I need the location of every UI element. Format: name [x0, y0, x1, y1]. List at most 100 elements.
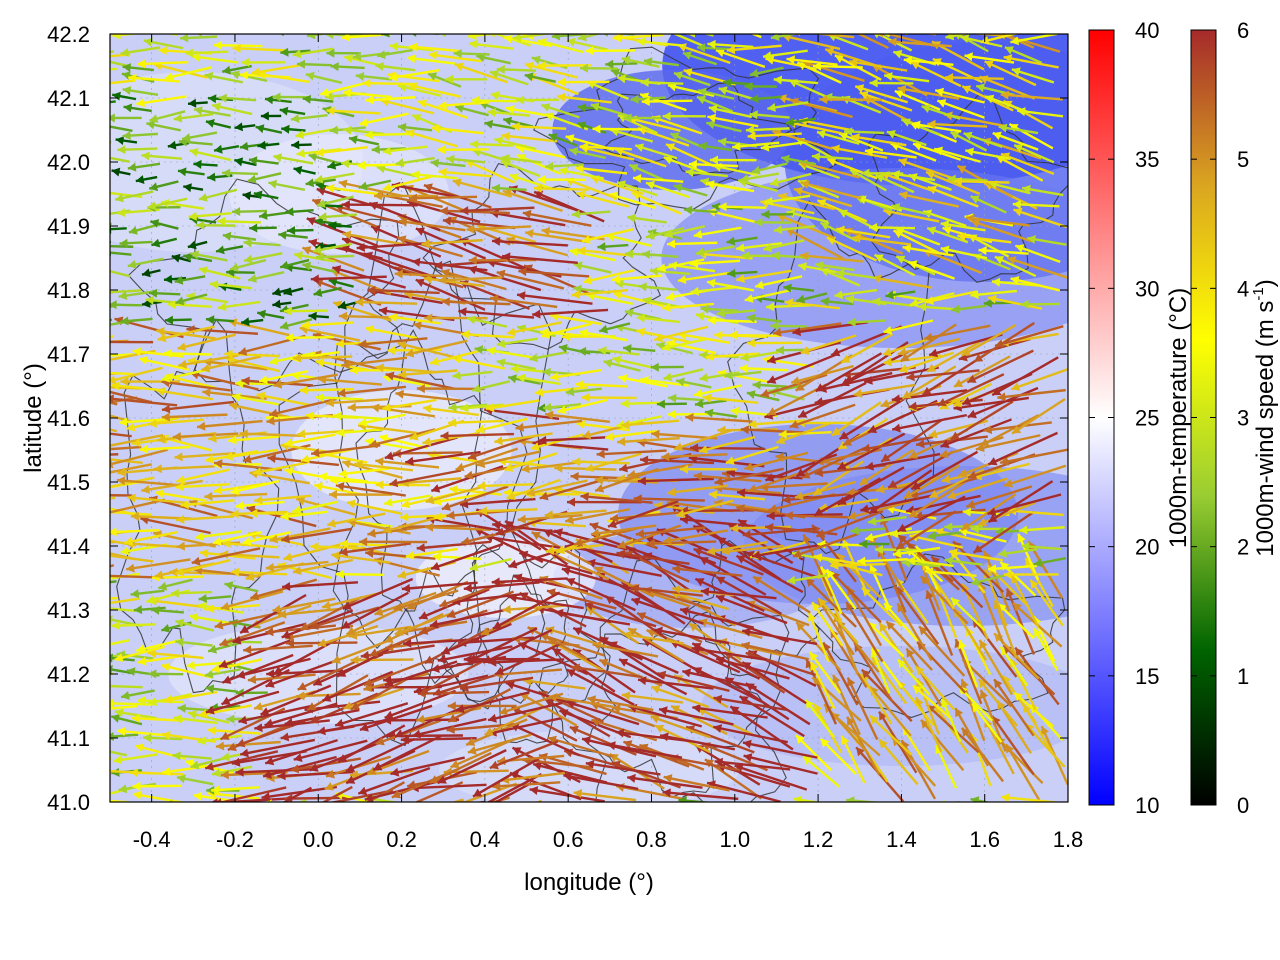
wind-vector-shaft: [830, 711, 881, 757]
wind-vector-shaft: [474, 527, 544, 564]
wind-vector-shaft: [451, 592, 528, 604]
wind-vector-shaft: [958, 529, 1007, 543]
wind-vector-shaft: [161, 664, 213, 679]
wind-vector-head: [83, 383, 92, 392]
wind-vector-head: [886, 621, 896, 631]
wind-vector: [110, 240, 112, 244]
wind-vector-head: [988, 564, 997, 574]
wind-vector-shaft: [627, 627, 685, 663]
wind-vector-shaft: [347, 520, 411, 535]
wind-vector-head: [1017, 533, 1026, 543]
wind-vector-head: [335, 569, 344, 579]
wind-vector-shaft: [699, 556, 767, 596]
wind-vector-head: [293, 566, 302, 575]
wind-vector: [805, 577, 857, 628]
wind-vector-head: [405, 551, 415, 560]
wind-vector: [239, 593, 307, 634]
wind-vector-head: [54, 373, 62, 382]
wind-vector-head: [266, 669, 275, 679]
wind-vector-head: [574, 538, 584, 547]
wind-vector-head: [469, 562, 479, 572]
wind-vector-head: [401, 583, 411, 593]
wind-vector-shaft: [920, 718, 965, 772]
wind-vector-head: [61, 704, 69, 713]
wind-vector-head: [437, 654, 447, 664]
wind-vector: [317, 718, 393, 736]
wind-vector-head: [412, 729, 421, 739]
wind-vector: [468, 627, 538, 663]
wind-vector-head: [110, 122, 111, 125]
wind-vector-shaft: [857, 558, 909, 563]
wind-vector-shaft: [715, 594, 788, 625]
wind-vector-head: [342, 601, 352, 610]
wind-vector: [679, 515, 756, 528]
wind-vector: [486, 772, 543, 802]
wind-vector: [493, 781, 532, 802]
wind-vector-shaft: [1017, 533, 1040, 581]
wind-vector: [554, 608, 631, 626]
wind-vector-head: [244, 816, 253, 824]
wind-vector: [110, 732, 139, 741]
wind-vector: [519, 692, 578, 727]
wind-vector: [912, 684, 953, 721]
wind-vector-head: [621, 691, 631, 701]
wind-vector-shaft: [148, 599, 205, 609]
wind-vector-head: [120, 546, 130, 556]
wind-vector-head: [265, 627, 274, 637]
wind-vector-head: [585, 759, 595, 769]
wind-vector-shaft: [622, 632, 684, 645]
wind-vector-head: [807, 612, 817, 622]
wind-vector-shaft: [484, 535, 560, 549]
wind-vector: [637, 676, 714, 690]
wind-vector-shaft: [205, 690, 280, 714]
wind-vector-head: [628, 628, 638, 637]
wind-vector: [46, 386, 102, 395]
wind-vector-head: [401, 812, 410, 821]
wind-vector-head: [222, 539, 231, 549]
wind-vector-shaft: [430, 542, 504, 571]
wind-vector-head: [231, 567, 240, 577]
wind-vector: [691, 644, 767, 662]
wind-vector-head: [826, 569, 835, 579]
wind-vector-shaft: [811, 601, 844, 647]
wind-vector-head: [680, 515, 689, 525]
wind-vector-shaft: [317, 718, 393, 734]
wind-vector-head: [118, 784, 128, 794]
wind-vector-head: [92, 264, 101, 273]
wind-vector-head: [924, 567, 934, 577]
wind-vector: [713, 694, 788, 712]
wind-vector-shaft: [551, 647, 616, 693]
wind-vector-shaft: [425, 525, 491, 531]
wind-vector: [467, 733, 532, 755]
wind-vector-shaft: [584, 602, 657, 628]
wind-vector: [405, 547, 458, 560]
wind-vector-head: [612, 805, 621, 814]
wind-vector-shaft: [175, 558, 231, 575]
wind-vector: [627, 773, 703, 789]
wind-vector-shaft: [419, 659, 485, 696]
wind-vector-shaft: [238, 704, 314, 723]
wind-vector-shaft: [905, 647, 943, 707]
wind-vector-shaft: [163, 690, 218, 702]
wind-vector-head: [331, 655, 341, 664]
wind-vector-shaft: [384, 660, 458, 687]
wind-vector-head: [273, 666, 283, 674]
wind-vector-shaft: [417, 690, 490, 695]
wind-vector-shaft: [658, 707, 734, 726]
wind-vector-shaft: [802, 533, 833, 597]
wind-vector-shaft: [855, 746, 905, 802]
wind-vector: [944, 556, 983, 566]
wind-vector: [219, 621, 286, 647]
wind-vector-head: [147, 649, 157, 659]
wind-vector-shaft: [321, 670, 394, 702]
wind-vector: [340, 591, 410, 630]
wind-vector-head: [114, 653, 124, 662]
wind-vector-head: [1021, 542, 1030, 551]
wind-vector-head: [1014, 692, 1023, 702]
wind-vector-shaft: [418, 588, 490, 620]
wind-vector-shaft: [110, 453, 119, 456]
wind-vector-shaft: [114, 645, 165, 661]
wind-vector-shaft: [523, 679, 586, 690]
wind-vector-head: [806, 578, 815, 587]
wind-vector-head: [207, 726, 216, 735]
